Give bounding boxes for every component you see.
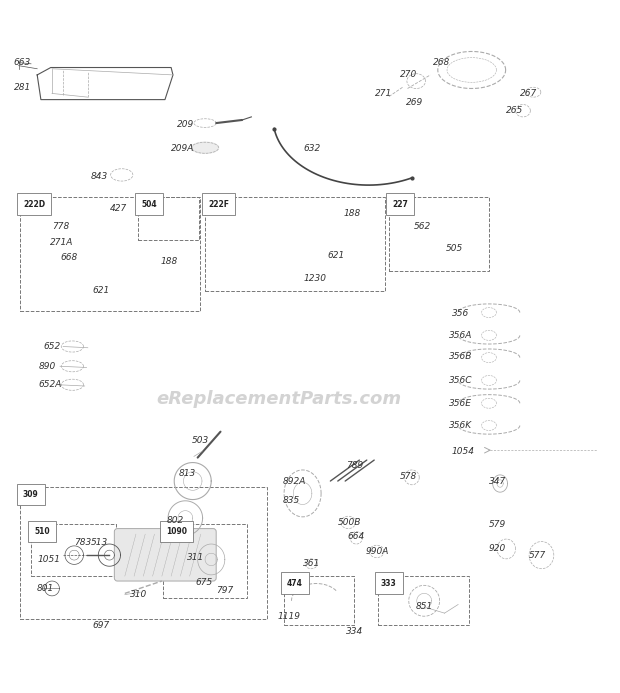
Text: 356C: 356C bbox=[449, 376, 472, 385]
Text: 356: 356 bbox=[452, 309, 469, 318]
Text: 621: 621 bbox=[327, 251, 345, 260]
Text: 227: 227 bbox=[392, 200, 408, 209]
Text: 356E: 356E bbox=[449, 398, 472, 407]
Text: 664: 664 bbox=[347, 532, 365, 541]
Text: 675: 675 bbox=[196, 578, 213, 587]
Bar bbox=[138, 197, 199, 240]
FancyBboxPatch shape bbox=[114, 529, 216, 581]
Text: 500B: 500B bbox=[338, 518, 361, 527]
Text: 427: 427 bbox=[109, 204, 126, 213]
Text: 802: 802 bbox=[167, 516, 184, 525]
Text: 851: 851 bbox=[416, 602, 433, 611]
Text: 562: 562 bbox=[414, 222, 431, 231]
Text: 356B: 356B bbox=[449, 353, 472, 362]
Text: 361: 361 bbox=[303, 559, 320, 568]
Text: 209: 209 bbox=[177, 120, 195, 129]
Text: 920: 920 bbox=[489, 545, 507, 554]
Text: 309: 309 bbox=[23, 490, 38, 499]
Text: 778: 778 bbox=[52, 222, 69, 231]
Bar bbox=[20, 487, 267, 620]
Text: 222F: 222F bbox=[208, 200, 229, 209]
Text: 268: 268 bbox=[433, 58, 451, 67]
Text: 663: 663 bbox=[14, 58, 31, 67]
Text: 188: 188 bbox=[344, 209, 361, 218]
Text: 333: 333 bbox=[381, 579, 397, 588]
Text: 347: 347 bbox=[489, 477, 507, 486]
Text: 271: 271 bbox=[375, 89, 392, 98]
Text: 990A: 990A bbox=[366, 547, 389, 556]
Text: 632: 632 bbox=[304, 144, 321, 153]
Text: 621: 621 bbox=[93, 286, 110, 295]
Text: 835: 835 bbox=[282, 496, 299, 505]
Text: 474: 474 bbox=[287, 579, 303, 588]
Text: 270: 270 bbox=[399, 71, 417, 80]
Bar bbox=[163, 525, 247, 598]
Text: 789: 789 bbox=[346, 461, 363, 469]
Text: 356K: 356K bbox=[449, 421, 472, 430]
Text: 652A: 652A bbox=[38, 380, 62, 389]
Bar bbox=[378, 576, 469, 626]
Text: 783: 783 bbox=[74, 538, 92, 547]
Text: 271A: 271A bbox=[50, 238, 73, 247]
Text: 1051: 1051 bbox=[37, 555, 60, 564]
Bar bbox=[205, 197, 385, 291]
Text: 503: 503 bbox=[192, 436, 209, 445]
Text: 267: 267 bbox=[520, 89, 537, 98]
Text: 577: 577 bbox=[529, 551, 546, 560]
Text: 1230: 1230 bbox=[304, 274, 327, 283]
Text: 222D: 222D bbox=[23, 200, 45, 209]
Text: 310: 310 bbox=[130, 590, 147, 599]
Text: 334: 334 bbox=[346, 627, 363, 636]
Text: 813: 813 bbox=[179, 468, 197, 477]
Text: 797: 797 bbox=[216, 586, 234, 595]
Bar bbox=[284, 576, 355, 626]
Polygon shape bbox=[192, 142, 219, 153]
Text: 1054: 1054 bbox=[452, 447, 475, 456]
Text: 578: 578 bbox=[399, 472, 417, 481]
Bar bbox=[20, 197, 200, 310]
Text: eReplacementParts.com: eReplacementParts.com bbox=[157, 390, 402, 408]
Text: 504: 504 bbox=[141, 200, 157, 209]
Text: 505: 505 bbox=[446, 245, 463, 254]
Bar bbox=[389, 197, 489, 271]
Text: 265: 265 bbox=[507, 106, 523, 115]
Text: 668: 668 bbox=[60, 252, 78, 261]
Text: 652: 652 bbox=[43, 342, 61, 351]
Text: 269: 269 bbox=[405, 98, 423, 107]
Text: 510: 510 bbox=[34, 527, 50, 536]
Text: 356A: 356A bbox=[449, 331, 472, 340]
Text: 843: 843 bbox=[91, 173, 108, 182]
Text: 188: 188 bbox=[161, 257, 178, 266]
Text: 209A: 209A bbox=[171, 144, 195, 153]
Text: 1119: 1119 bbox=[278, 613, 301, 622]
Text: 1090: 1090 bbox=[166, 527, 187, 536]
Bar bbox=[31, 525, 115, 576]
Text: 697: 697 bbox=[93, 621, 110, 630]
Text: 892A: 892A bbox=[282, 477, 306, 486]
Text: 890: 890 bbox=[38, 362, 56, 371]
Text: 513: 513 bbox=[91, 538, 108, 547]
Text: 801: 801 bbox=[37, 584, 55, 593]
Text: 579: 579 bbox=[489, 520, 507, 529]
Text: 281: 281 bbox=[14, 82, 31, 91]
Text: 311: 311 bbox=[187, 553, 204, 562]
